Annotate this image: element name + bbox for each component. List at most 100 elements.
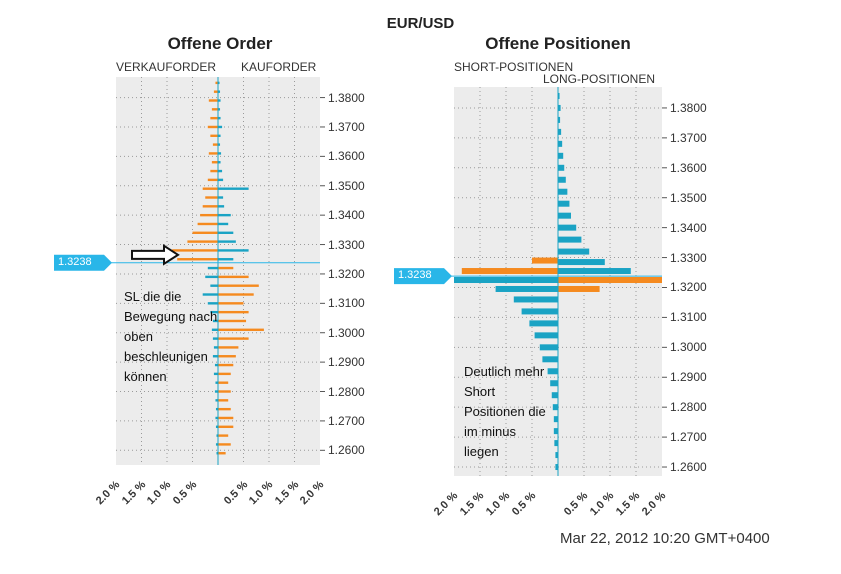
chart1-bar [218,425,234,428]
chart1-bar [202,187,218,190]
chart1-annotation-line: Bewegung nach [124,309,218,324]
chart1-bar [218,81,220,85]
chart1-ytick-label: 1.2800 [328,384,365,399]
chart2-ytick-label: 1.2800 [670,400,707,415]
chart1-bar [213,346,218,349]
chart1-bar [218,434,229,437]
chart1-bar [218,205,225,208]
chart1-ytick-label: 1.3300 [328,237,365,252]
chart2-ytick-label: 1.3300 [670,250,707,265]
chart1-price-tag-label: 1.3238 [58,255,92,268]
chart1-bar [192,231,218,234]
chart1-bar [208,152,218,155]
chart2-ytick-label: 1.3800 [670,100,707,115]
chart1-bar [215,416,218,420]
chart2-ytick-label: 1.2900 [670,370,707,385]
chart2-bar [547,368,558,375]
chart1-bar [207,125,218,129]
chart2-price-tag-label: 1.3238 [398,269,432,282]
chart1-bar [211,328,218,331]
chart1-bar [172,249,218,252]
chart2-bar [558,259,605,266]
chart1-bar [218,222,229,226]
chart2-right-label: LONG-POSITIONEN [543,72,656,86]
chart1-bar [207,266,218,270]
chart1-bar [218,99,221,102]
chart2-bar [558,104,561,111]
chart2-annotation-line: im minus [464,424,517,439]
chart2-bar [534,332,558,339]
chart1-bar [218,328,264,331]
chart1-ytick-label: 1.3500 [328,178,365,193]
chart2-ytick-label: 1.3000 [670,340,707,355]
chart1-bar [215,407,218,411]
chart1-annotation-line: SL die die [124,289,182,304]
chart1-bar [218,116,221,120]
chart1-ytick-label: 1.2600 [328,443,365,458]
chart2-bar [532,257,558,264]
chart1-bar [218,266,234,270]
chart2-bar [553,416,558,423]
chart1-annotation-line: können [124,369,167,384]
chart1-bar [216,452,218,455]
chart1-ytick-label: 1.3100 [328,296,365,311]
chart1-annotation-line: beschleunigen [124,349,208,364]
chart1-bar [214,390,218,393]
chart1-left-label: VERKAUFORDER [116,60,217,74]
chart1-bar [218,346,239,349]
chart2-annotation-line: Short [464,384,496,399]
chart1-bar [218,134,221,137]
chart1-price-tag [54,254,112,271]
chart1-bar [211,108,218,111]
chart1-bar [213,372,218,376]
chart1-bar [218,452,226,455]
chart2-bar [553,428,558,435]
chart2-ytick-label: 1.2600 [670,460,707,475]
chart1-bar [218,187,249,190]
chart1-bar [207,302,218,305]
chart1-bar [218,258,234,261]
chart2-bar [558,268,631,275]
chart2-bar [558,176,566,183]
chart2-bar [542,356,558,363]
chart2-left-label: SHORT-POSITIONEN [454,60,574,74]
chart1-bar [218,178,224,182]
chart1-bar [210,116,218,120]
chart2-ytick-label: 1.3700 [670,130,707,145]
chart2-bar [554,440,558,447]
chart2-bar [513,296,558,303]
chart1-bar [218,337,249,340]
chart1-bar [218,355,236,358]
chart1-bar [212,355,218,358]
chart2-bar [558,236,582,243]
chart1-bar [218,363,234,367]
chart2-ytick-label: 1.3200 [670,280,707,295]
chart1-ytick-label: 1.2900 [328,355,365,370]
chart1-bar [177,258,218,261]
chart1-bar [218,169,223,173]
chart1-bar [215,381,218,384]
chart2-title: Offene Positionen [485,34,631,53]
main-title: EUR/USD [386,15,455,32]
chart2-bar [558,212,571,219]
chart1-bar [218,231,234,234]
chart2-ytick-label: 1.3400 [670,220,707,235]
chart1-bar [216,434,218,437]
chart1-bar [218,108,221,111]
chart1-bar [202,205,218,208]
chart1-bar [218,407,231,411]
chart1-ytick-label: 1.3600 [328,149,365,164]
chart1-arrow-icon [131,244,180,266]
chart1-ytick-label: 1.3200 [328,266,365,281]
chart1-ytick-label: 1.3400 [328,208,365,223]
chart1-bar [213,90,218,93]
chart1-bar [207,178,218,182]
chart2-annotation-line: Deutlich mehr [464,364,545,379]
chart1-bar [212,337,218,340]
chart1-title: Offene Order [167,34,273,53]
chart1-bar [218,125,223,129]
chart2-annotation-line: liegen [464,444,499,459]
chart1-bar [218,90,221,93]
chart2-bar [558,277,662,284]
chart1-ytick-label: 1.3700 [328,119,365,134]
